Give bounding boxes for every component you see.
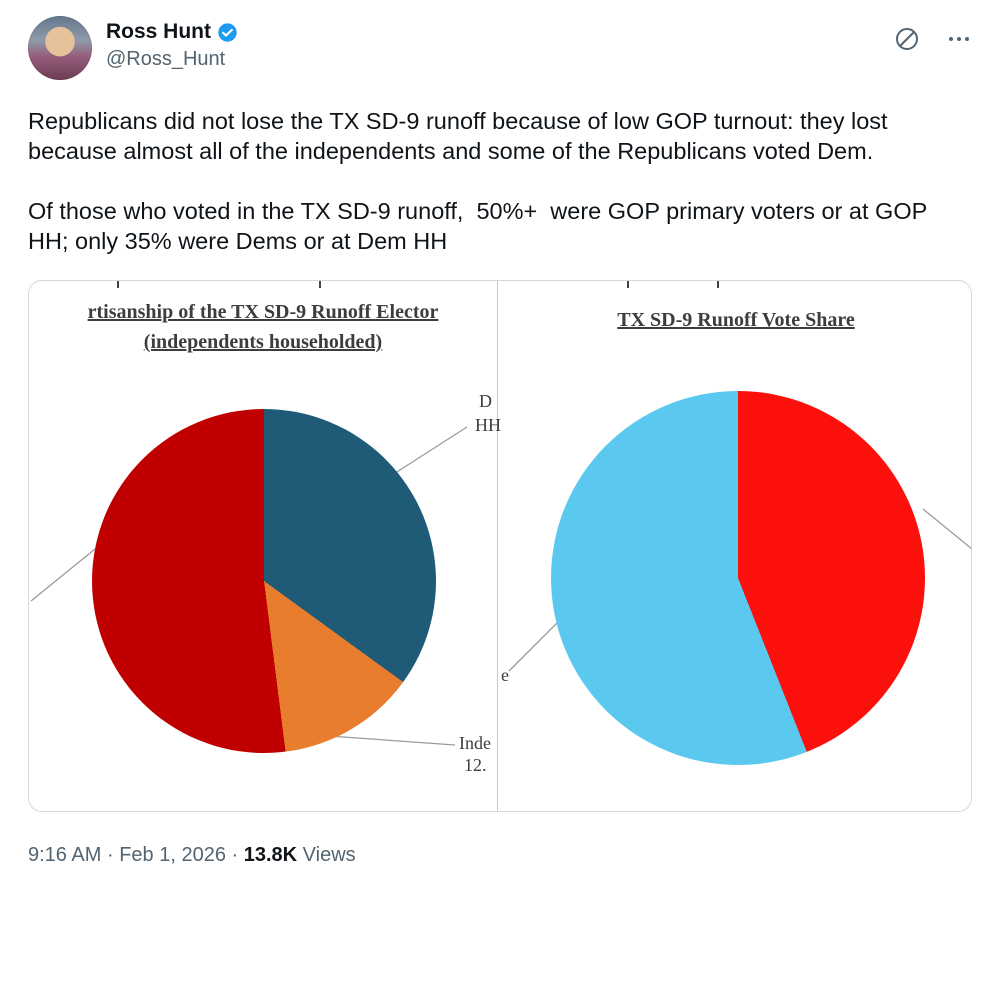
views-count: 13.8K xyxy=(243,844,298,866)
leader-lines xyxy=(508,508,971,672)
pie-partisanship xyxy=(92,409,436,753)
chart-title: TX SD-9 Runoff Vote Share xyxy=(617,309,855,331)
pie-chart-voteshare: TX SD-9 Runoff Vote Share e xyxy=(499,281,971,811)
author-name[interactable]: Ross Hunt xyxy=(106,20,211,43)
label-fragment: 12. xyxy=(464,755,487,775)
label-fragment: HH xyxy=(475,415,501,435)
separator: · xyxy=(231,844,239,866)
tweet-text: Republicans did not lose the TX SD-9 run… xyxy=(28,106,972,256)
author-block: Ross Hunt @Ross_Hunt xyxy=(106,16,238,71)
grok-icon[interactable] xyxy=(894,26,920,52)
label-fragment: D xyxy=(479,391,492,411)
tick-mark xyxy=(319,281,321,288)
leader-lines xyxy=(30,426,468,746)
pie-voteshare xyxy=(551,391,925,765)
label-fragment: Inde xyxy=(459,733,491,753)
tick-mark xyxy=(717,281,719,288)
header-actions xyxy=(894,16,972,52)
views-label: Views xyxy=(302,844,356,866)
pie-chart-partisanship: rtisanship of the TX SD-9 Runoff Elector… xyxy=(29,281,501,811)
avatar[interactable] xyxy=(28,16,92,80)
tweet-media-image[interactable]: rtisanship of the TX SD-9 Runoff Elector… xyxy=(28,280,972,812)
label-fragment: e xyxy=(501,665,509,685)
verified-badge-icon xyxy=(218,22,237,42)
tweet-paragraph: Republicans did not lose the TX SD-9 run… xyxy=(28,108,895,164)
tweet-header: Ross Hunt @Ross_Hunt xyxy=(28,16,972,80)
tick-mark xyxy=(117,281,119,288)
separator: · xyxy=(106,844,114,866)
tick-mark xyxy=(627,281,629,288)
tweet-paragraph: Of those who voted in the TX SD-9 runoff… xyxy=(28,198,934,254)
chart-title-line1: rtisanship of the TX SD-9 Runoff Elector xyxy=(87,301,439,323)
post-meta: 9:16 AM · Feb 1, 2026 · 13.8K Views xyxy=(28,844,972,867)
post-time[interactable]: 9:16 AM xyxy=(28,844,102,866)
post-date[interactable]: Feb 1, 2026 xyxy=(119,844,226,866)
author-handle[interactable]: @Ross_Hunt xyxy=(106,48,226,70)
more-icon[interactable] xyxy=(946,26,972,52)
chart-title-line2: (independents householded) xyxy=(143,331,383,353)
